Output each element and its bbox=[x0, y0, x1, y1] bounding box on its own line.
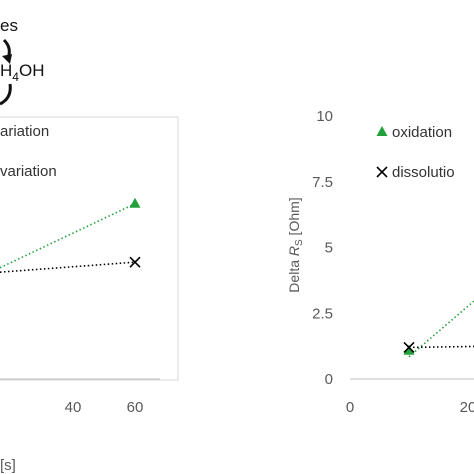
left-legend-label-1: ariation bbox=[0, 123, 49, 140]
right-panel: 0 2.5 5 7.5 10 0 20 Delta RS [Ohm] oxidation d… bbox=[286, 108, 474, 416]
right-y-axis-label: Delta RS [Ohm] bbox=[286, 197, 305, 292]
left-point-0 bbox=[129, 197, 141, 208]
left-x-tick-labels: 40 60 bbox=[65, 399, 144, 416]
left-panel: ariation variation 40 60 [s] bbox=[0, 116, 179, 474]
reaction-arrow-bottom-icon bbox=[0, 83, 12, 106]
right-legend-label-1: dissolutio bbox=[392, 164, 455, 181]
left-legend-frame bbox=[0, 116, 179, 381]
left-series-line-1 bbox=[0, 261, 136, 273]
right-point-1 bbox=[403, 341, 415, 354]
right-point-1-stroke-b bbox=[403, 341, 415, 354]
left-series-line-0 bbox=[0, 203, 136, 269]
right-x-tick-1: 20 bbox=[460, 399, 474, 416]
left-legend-label-2: variation bbox=[0, 163, 57, 180]
right-y-tick-labels: 0 2.5 5 7.5 10 bbox=[312, 108, 333, 388]
left-x-tick-1: 60 bbox=[127, 399, 144, 416]
chem-formula: H4OH bbox=[0, 61, 44, 84]
left-point-1-stroke-b bbox=[129, 256, 141, 268]
right-series-line-0 bbox=[408, 300, 474, 358]
right-point-0 bbox=[403, 344, 415, 355]
left-x-tick-0: 40 bbox=[65, 399, 82, 416]
right-legend: oxidation dissolutio bbox=[376, 124, 455, 181]
right-y-tick-0: 0 bbox=[325, 371, 333, 388]
chem-prefix: H bbox=[0, 61, 12, 80]
right-legend-marker-0 bbox=[376, 126, 388, 136]
chem-sub: 4 bbox=[12, 70, 19, 84]
right-y-tick-1: 2.5 bbox=[312, 305, 333, 322]
left-x-axis-label: [s] bbox=[0, 457, 16, 474]
right-y-tick-2: 5 bbox=[325, 240, 333, 257]
right-x-tick-labels: 0 20 bbox=[346, 399, 474, 416]
right-x-tick-0: 0 bbox=[346, 399, 354, 416]
left-plot-marks bbox=[0, 197, 141, 273]
right-legend-label-0: oxidation bbox=[392, 124, 452, 141]
right-legend-marker-1-stroke-b bbox=[376, 166, 388, 178]
right-series-line-1 bbox=[408, 345, 474, 349]
chem-suffix: OH bbox=[19, 61, 45, 80]
right-y-tick-4: 10 bbox=[316, 108, 333, 125]
left-point-1 bbox=[129, 256, 141, 268]
right-y-tick-3: 7.5 bbox=[312, 174, 333, 191]
right-legend-marker-1 bbox=[376, 166, 388, 178]
arrowhead-top-icon bbox=[2, 54, 12, 64]
right-plot-marks bbox=[403, 300, 474, 358]
annotation-top-text: es bbox=[0, 16, 18, 35]
